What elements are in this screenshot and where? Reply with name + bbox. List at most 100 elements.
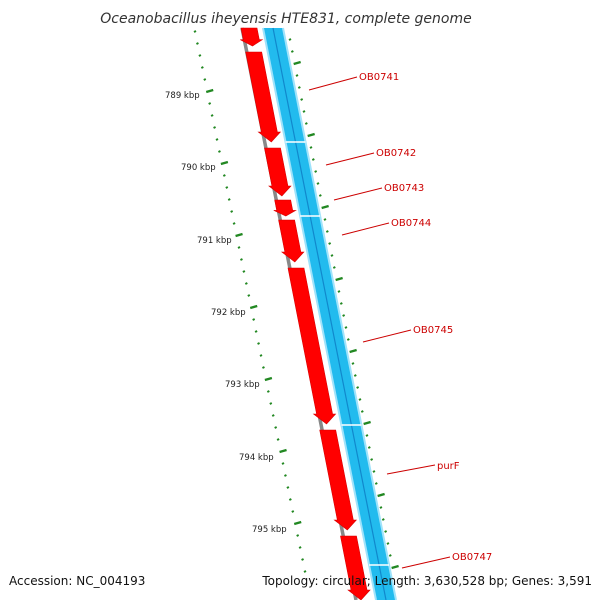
- inner-tick-major: [293, 60, 301, 66]
- inner-tick-minor: [353, 374, 357, 377]
- gene-label-ob0744[interactable]: OB0744: [341, 218, 431, 236]
- inner-tick-major: [307, 132, 315, 138]
- scale-tick-minor: [301, 558, 305, 561]
- scale-tick-minor: [296, 534, 300, 537]
- scale-label-794: 794 kbp: [239, 453, 274, 463]
- topology-text: Topology: circular; Length: 3,630,528 bp…: [262, 574, 592, 588]
- inner-tick-minor: [367, 446, 371, 449]
- scale-tick-minor: [203, 78, 207, 81]
- inner-tick-minor: [316, 182, 320, 185]
- svg-text:OB0744: OB0744: [391, 218, 431, 229]
- scale-tick-minor: [198, 54, 202, 57]
- inner-tick-minor: [288, 38, 292, 41]
- inner-tick-minor: [337, 290, 341, 293]
- forward-cds-arrow[interactable]: [273, 199, 297, 217]
- inner-tick-minor: [379, 506, 383, 509]
- inner-tick-minor: [295, 74, 299, 77]
- gene-label-ob0741[interactable]: OB0741: [308, 72, 399, 91]
- svg-text:OB0747: OB0747: [452, 552, 492, 563]
- scale-tick-major: [293, 520, 302, 526]
- forward-cds-arrow[interactable]: [264, 147, 292, 197]
- gene-labels: OB0741 OB0742 OB0743 OB0744 OB0745 purF …: [308, 72, 492, 569]
- scale-tick-minor: [237, 246, 241, 249]
- scale-tick-minor: [303, 570, 307, 573]
- scale-tick-minor: [195, 42, 199, 45]
- inner-tick-minor: [339, 302, 343, 305]
- gene-label-ob0747[interactable]: OB0747: [401, 552, 492, 569]
- scale-tick-minor: [274, 426, 278, 429]
- scale-tick-minor: [239, 258, 243, 261]
- scale-tick-minor: [271, 414, 275, 417]
- forward-cds-arrow[interactable]: [240, 27, 264, 47]
- inner-tick-minor: [290, 50, 294, 53]
- svg-text:purF: purF: [437, 461, 460, 472]
- forward-cds-arrow[interactable]: [319, 429, 358, 531]
- inner-tick-minor: [356, 386, 360, 389]
- scale-tick-minor: [276, 438, 280, 441]
- scale-tick-minor: [247, 294, 251, 297]
- scale-label-792: 792 kbp: [211, 308, 246, 318]
- inner-tick-minor: [388, 554, 392, 557]
- inner-tick-minor: [370, 458, 374, 461]
- scale-tick-minor: [261, 366, 265, 369]
- scale-tick-minor: [269, 402, 273, 405]
- forward-cds-arrow[interactable]: [278, 219, 305, 263]
- forward-cds-arrow[interactable]: [340, 535, 371, 600]
- scale-tick-minor: [213, 126, 217, 129]
- inner-tick-minor: [374, 482, 378, 485]
- scale-tick-minor: [244, 282, 248, 285]
- scale-tick-minor: [217, 150, 221, 153]
- scale-tick-minor: [242, 270, 246, 273]
- inner-tick-major: [363, 420, 371, 426]
- forward-cds-arrow[interactable]: [245, 51, 282, 143]
- inner-tick-major: [349, 348, 357, 354]
- inner-tick-minor: [311, 158, 315, 161]
- scale-label-791: 791 kbp: [197, 236, 232, 246]
- scale-tick-minor: [225, 186, 229, 189]
- inner-tick-minor: [318, 194, 322, 197]
- svg-text:OB0742: OB0742: [376, 148, 416, 159]
- inner-tick-minor: [351, 362, 355, 365]
- svg-text:OB0741: OB0741: [359, 72, 399, 83]
- gene-label-purf[interactable]: purF: [386, 461, 460, 475]
- scale-labels: 789 kbp 790 kbp 791 kbp 792 kbp 793 kbp …: [165, 91, 287, 535]
- inner-tick-minor: [328, 242, 332, 245]
- inner-tick-major: [391, 564, 399, 570]
- scale-label-789: 789 kbp: [165, 91, 200, 101]
- gene-label-ob0743[interactable]: OB0743: [333, 183, 424, 201]
- inner-tick-minor: [360, 410, 364, 413]
- svg-text:OB0743: OB0743: [384, 183, 424, 194]
- scale-tick-minor: [208, 102, 212, 105]
- scale-tick-minor: [257, 342, 261, 345]
- forward-cds-arrow[interactable]: [287, 267, 337, 425]
- scale-tick-minor: [222, 174, 226, 177]
- strand-tracks: [240, 27, 397, 600]
- inner-tick-minor: [358, 398, 362, 401]
- inner-tick-major: [377, 492, 385, 498]
- inner-tick-minor: [330, 254, 334, 257]
- scale-tick-minor: [281, 462, 285, 465]
- scale-tick-major: [279, 448, 287, 454]
- accession-text: Accession: NC_004193: [9, 574, 146, 588]
- scale-tick-minor: [259, 354, 263, 357]
- inner-tick-minor: [302, 110, 306, 113]
- inner-tick-minor: [297, 86, 301, 89]
- scale-tick-major: [220, 160, 229, 166]
- scale-tick-minor: [254, 330, 258, 333]
- reverse-track-center: [272, 27, 387, 600]
- scale-tick-minor: [200, 66, 204, 69]
- inner-tick-minor: [314, 170, 318, 173]
- scale-tick-minor: [227, 198, 231, 201]
- inner-tick-minor: [344, 326, 348, 329]
- inner-tick-minor: [323, 218, 327, 221]
- scale-tick-major: [235, 232, 243, 238]
- gene-label-ob0742[interactable]: OB0742: [325, 148, 416, 166]
- scale-ticks: [193, 30, 399, 573]
- inner-tick-minor: [384, 530, 388, 533]
- scale-tick-minor: [252, 318, 256, 321]
- gene-label-ob0745[interactable]: OB0745: [362, 325, 453, 343]
- inner-tick-minor: [372, 470, 376, 473]
- inner-tick-minor: [300, 98, 304, 101]
- inner-tick-minor: [346, 338, 350, 341]
